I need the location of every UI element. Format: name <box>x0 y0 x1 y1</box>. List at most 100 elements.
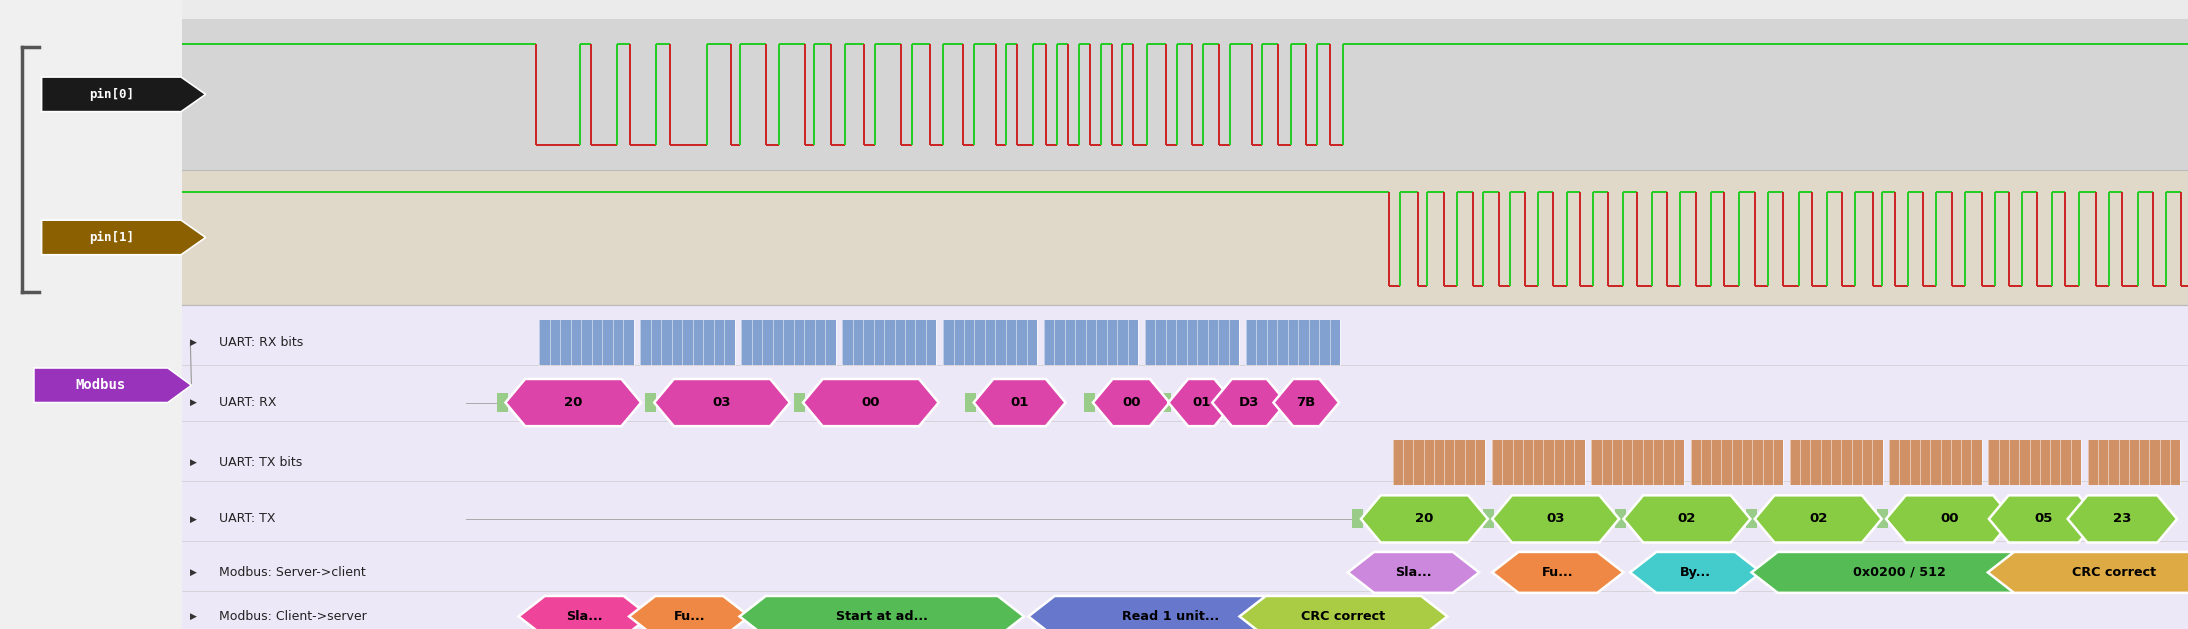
Bar <box>842 320 936 365</box>
Text: 03: 03 <box>713 396 731 409</box>
Bar <box>1615 509 1626 528</box>
Polygon shape <box>974 379 1066 426</box>
Polygon shape <box>1755 496 1882 542</box>
Polygon shape <box>505 379 641 426</box>
Bar <box>2087 440 2179 485</box>
Text: 01: 01 <box>1011 396 1028 409</box>
Text: UART: RX: UART: RX <box>219 396 276 409</box>
Text: ▶: ▶ <box>190 568 197 577</box>
Polygon shape <box>1492 552 1623 593</box>
Polygon shape <box>519 596 650 629</box>
Bar <box>1691 440 1783 485</box>
Polygon shape <box>1348 552 1479 593</box>
Bar <box>1790 440 1882 485</box>
Bar <box>1245 320 1339 365</box>
Polygon shape <box>42 77 206 112</box>
Text: 00: 00 <box>1122 396 1140 409</box>
Polygon shape <box>1750 552 2048 593</box>
Polygon shape <box>1989 496 2098 542</box>
Bar <box>1980 509 1991 528</box>
Text: 00: 00 <box>862 396 880 409</box>
Bar <box>2059 509 2070 528</box>
Bar <box>0 0 182 629</box>
Text: 0x0200 / 512: 0x0200 / 512 <box>1853 566 1945 579</box>
Text: UART: TX bits: UART: TX bits <box>219 456 302 469</box>
Bar <box>641 320 735 365</box>
Bar <box>1085 393 1094 412</box>
Polygon shape <box>803 379 939 426</box>
Text: ▶: ▶ <box>190 612 197 621</box>
Text: 05: 05 <box>2035 513 2052 525</box>
Text: Modbus: Client->server: Modbus: Client->server <box>219 610 368 623</box>
Polygon shape <box>1623 496 1750 542</box>
Bar <box>182 170 2188 305</box>
Polygon shape <box>1238 596 1448 629</box>
Text: UART: RX bits: UART: RX bits <box>219 337 304 349</box>
Bar <box>645 393 656 412</box>
Bar <box>943 320 1037 365</box>
Text: Fu...: Fu... <box>1543 566 1573 579</box>
Text: Read 1 unit...: Read 1 unit... <box>1122 610 1219 623</box>
Polygon shape <box>2068 496 2177 542</box>
Text: 7B: 7B <box>1297 396 1315 409</box>
Text: Start at ad...: Start at ad... <box>836 610 928 623</box>
Text: 00: 00 <box>1941 513 1958 525</box>
Bar <box>1888 440 1982 485</box>
Bar <box>794 393 805 412</box>
Polygon shape <box>630 596 748 629</box>
Text: Fu...: Fu... <box>674 610 705 623</box>
Bar <box>1265 393 1276 412</box>
Text: 02: 02 <box>1809 513 1827 525</box>
Text: ▶: ▶ <box>190 338 197 347</box>
Text: CRC correct: CRC correct <box>2072 566 2155 579</box>
Bar <box>497 393 508 412</box>
Bar <box>965 393 976 412</box>
Text: By...: By... <box>1680 566 1711 579</box>
Text: Modbus: Server->client: Modbus: Server->client <box>219 566 365 579</box>
Polygon shape <box>1094 379 1168 426</box>
Text: ▶: ▶ <box>190 515 197 523</box>
Polygon shape <box>1492 496 1619 542</box>
Polygon shape <box>1212 379 1287 426</box>
Polygon shape <box>1273 379 1339 426</box>
Text: pin[0]: pin[0] <box>90 88 133 101</box>
Bar <box>1877 509 1888 528</box>
Text: 02: 02 <box>1678 513 1696 525</box>
Polygon shape <box>654 379 790 426</box>
Bar <box>1492 440 1584 485</box>
Polygon shape <box>35 368 193 403</box>
Bar <box>1044 320 1138 365</box>
Text: 23: 23 <box>2114 513 2131 525</box>
Polygon shape <box>1987 552 2188 593</box>
Text: 20: 20 <box>1416 513 1433 525</box>
Bar <box>1203 393 1214 412</box>
Text: Modbus: Modbus <box>77 378 127 392</box>
Polygon shape <box>1630 552 1761 593</box>
Text: UART: TX: UART: TX <box>219 513 276 525</box>
Text: Sla...: Sla... <box>567 610 602 623</box>
Bar <box>1483 509 1494 528</box>
Polygon shape <box>42 220 206 255</box>
Text: CRC correct: CRC correct <box>1302 610 1385 623</box>
Bar <box>1160 393 1171 412</box>
Text: 03: 03 <box>1547 513 1564 525</box>
Bar <box>1746 509 1757 528</box>
Bar <box>1144 320 1238 365</box>
Bar <box>742 320 836 365</box>
Text: D3: D3 <box>1238 396 1260 409</box>
Polygon shape <box>1886 496 2013 542</box>
Bar <box>1989 440 2081 485</box>
Text: 01: 01 <box>1192 396 1210 409</box>
Bar <box>182 19 2188 170</box>
Text: Sla...: Sla... <box>1396 566 1431 579</box>
Text: ▶: ▶ <box>190 398 197 407</box>
Polygon shape <box>1361 496 1488 542</box>
Text: pin[1]: pin[1] <box>90 231 133 244</box>
Bar <box>1392 440 1486 485</box>
Text: ▶: ▶ <box>190 458 197 467</box>
Polygon shape <box>1168 379 1234 426</box>
Bar <box>182 305 2188 629</box>
Polygon shape <box>1028 596 1313 629</box>
Bar <box>1352 509 1363 528</box>
Text: 20: 20 <box>565 396 582 409</box>
